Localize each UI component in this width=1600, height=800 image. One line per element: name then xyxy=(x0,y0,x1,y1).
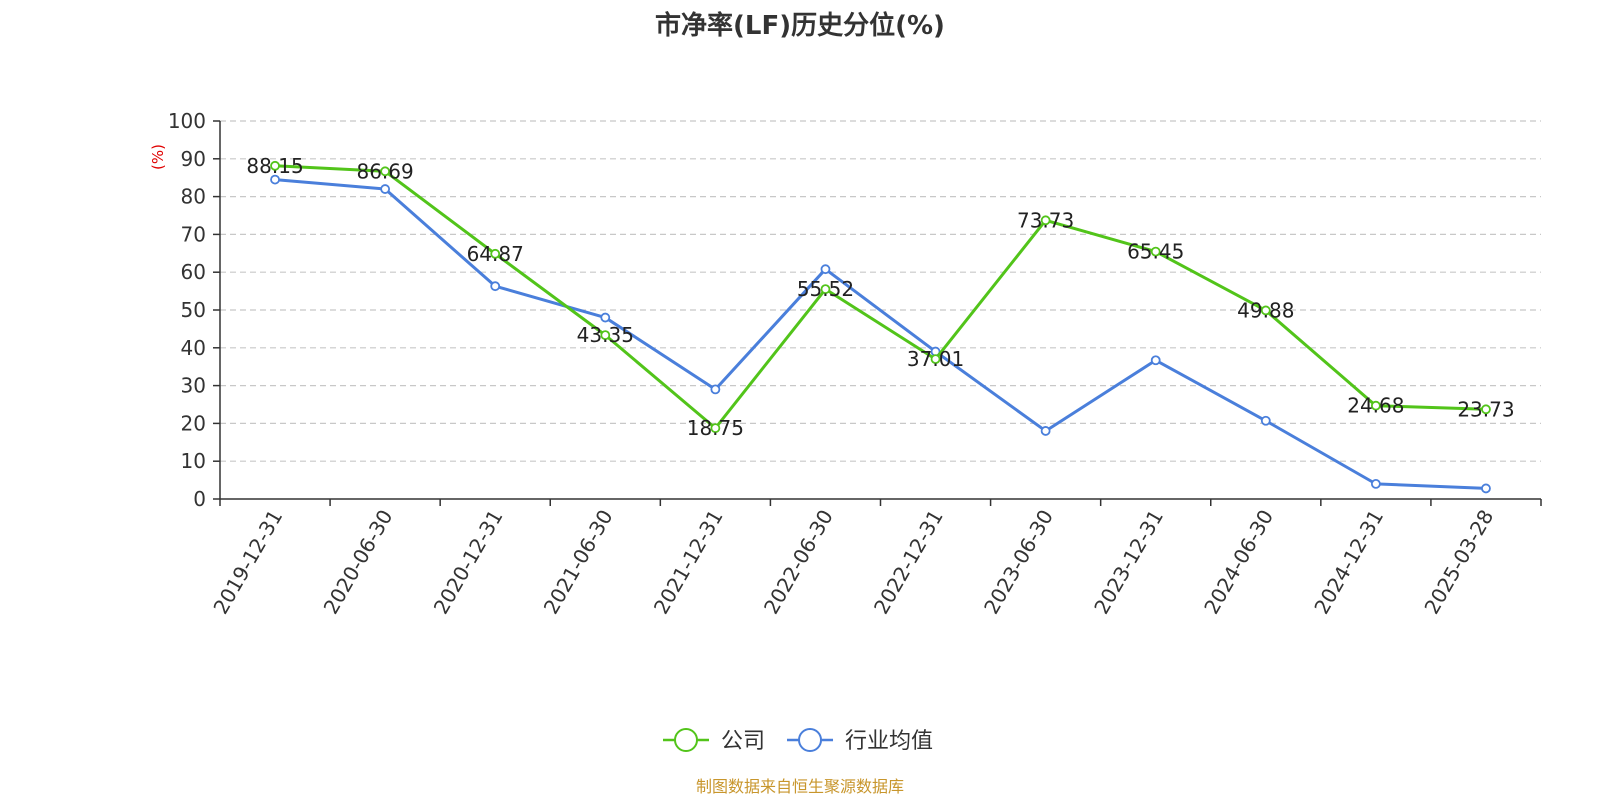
series-line xyxy=(274,178,1487,490)
legend-label: 公司 xyxy=(721,729,765,754)
y-tick-label: 80 xyxy=(181,185,206,209)
x-tick-label: 2021-06-30 xyxy=(539,506,618,619)
data-point[interactable] xyxy=(1260,305,1271,316)
data-point[interactable] xyxy=(1150,355,1161,366)
x-tick-label: 2023-06-30 xyxy=(979,506,1058,619)
data-label: 37.01 xyxy=(907,347,964,371)
y-axis-unit-label: (%) xyxy=(149,144,167,170)
x-axis-ticks: 2019-12-31 2020-06-30 2020-12-31 2021-06-30… xyxy=(208,499,1542,619)
data-point[interactable] xyxy=(1150,246,1161,257)
data-point[interactable] xyxy=(1260,415,1271,426)
data-label: 18.75 xyxy=(687,416,744,440)
y-tick-label: 40 xyxy=(181,336,206,360)
data-point[interactable] xyxy=(820,264,831,275)
x-tick-label: 2025-03-28 xyxy=(1419,506,1498,619)
data-point[interactable] xyxy=(380,166,391,177)
legend-label: 行业均值 xyxy=(845,729,933,754)
legend-item[interactable]: 公司 xyxy=(663,728,765,754)
data-label: 86.69 xyxy=(356,159,413,183)
y-tick-label: 20 xyxy=(181,411,206,435)
data-point[interactable] xyxy=(820,284,831,295)
data-label: 88.15 xyxy=(246,154,303,178)
data-point[interactable] xyxy=(1370,400,1381,411)
x-tick-label: 2023-12-31 xyxy=(1089,506,1168,619)
y-tick-label: 50 xyxy=(181,298,206,322)
data-point[interactable] xyxy=(930,354,941,365)
data-label: 55.52 xyxy=(797,277,854,301)
data-label: 65.45 xyxy=(1127,240,1184,264)
data-point[interactable] xyxy=(380,184,391,194)
y-tick-label: 90 xyxy=(181,147,206,171)
data-point[interactable] xyxy=(1040,215,1051,226)
data-label: 64.87 xyxy=(467,242,524,266)
data-label: 24.68 xyxy=(1347,394,1404,418)
data-labels: 88.15 86.69 64.87 43.35 18.75 55.52 37.01 73.73… xyxy=(246,154,1514,440)
series-line xyxy=(274,164,1487,430)
y-tick-label: 0 xyxy=(193,487,206,511)
data-label: 73.73 xyxy=(1017,208,1074,232)
data-point[interactable] xyxy=(1481,483,1491,494)
legend[interactable]: 公司 行业均值 xyxy=(663,728,933,754)
data-point[interactable] xyxy=(270,174,280,185)
data-point[interactable] xyxy=(710,384,721,395)
y-tick-label: 60 xyxy=(181,260,206,284)
series-group xyxy=(270,160,1491,494)
grid-lines xyxy=(220,120,1541,462)
legend-marker xyxy=(674,728,698,752)
data-point[interactable] xyxy=(600,330,611,341)
y-tick-label: 30 xyxy=(181,374,206,398)
y-tick-label: 70 xyxy=(181,222,206,246)
x-tick-label: 2021-12-31 xyxy=(649,506,728,619)
x-tick-label: 2024-06-30 xyxy=(1199,506,1278,619)
data-point[interactable] xyxy=(490,281,501,292)
data-point[interactable] xyxy=(1481,404,1491,415)
legend-item[interactable]: 行业均值 xyxy=(787,728,933,754)
x-tick-label: 2019-12-31 xyxy=(208,506,287,619)
data-point[interactable] xyxy=(1370,478,1381,489)
data-point[interactable] xyxy=(270,160,280,171)
data-label: 43.35 xyxy=(577,323,634,347)
y-axis-ticks: 0 10 20 30 40 50 60 70 80 90 100 xyxy=(168,109,220,511)
x-tick-label: 2020-12-31 xyxy=(429,506,508,619)
x-tick-label: 2022-06-30 xyxy=(759,506,838,619)
data-label: 23.73 xyxy=(1457,397,1514,421)
data-point[interactable] xyxy=(710,423,721,434)
x-tick-label: 2020-06-30 xyxy=(319,506,398,619)
data-point[interactable] xyxy=(490,248,501,259)
source-note: 制图数据来自恒生聚源数据库 xyxy=(696,777,904,796)
chart-title: 市净率(LF)历史分位(%) xyxy=(655,10,945,41)
y-tick-label: 100 xyxy=(168,109,206,133)
data-label: 49.88 xyxy=(1237,298,1294,322)
x-tick-label: 2024-12-31 xyxy=(1309,506,1388,619)
data-point[interactable] xyxy=(1040,426,1051,436)
data-point[interactable] xyxy=(600,312,611,323)
y-tick-label: 10 xyxy=(181,449,206,473)
x-tick-label: 2022-12-31 xyxy=(869,506,948,619)
legend-marker xyxy=(798,728,823,752)
